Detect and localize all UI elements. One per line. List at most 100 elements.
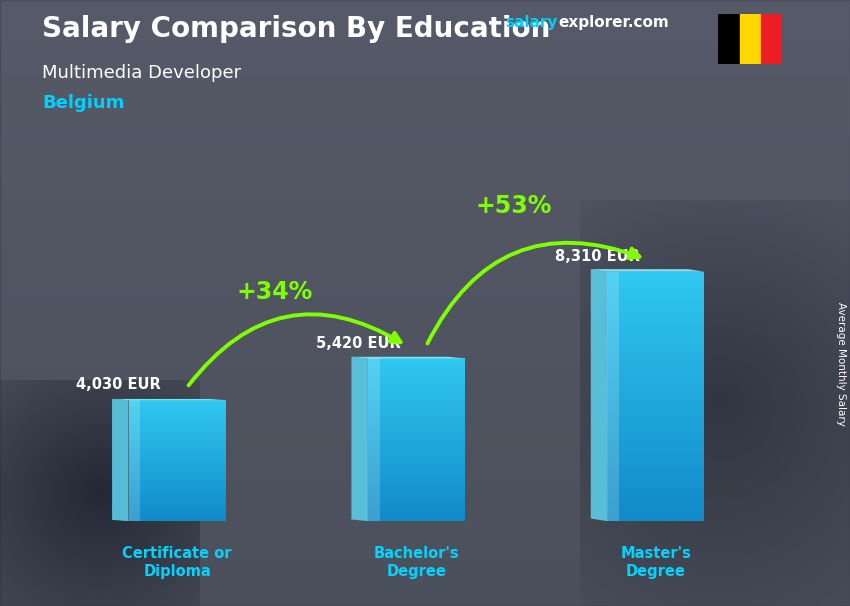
Bar [128, 512, 226, 514]
Bar [607, 297, 705, 300]
Bar [368, 377, 465, 379]
Bar [607, 334, 705, 337]
Bar [128, 412, 226, 414]
Bar [368, 481, 465, 482]
Bar [368, 436, 465, 438]
Bar [607, 344, 705, 347]
Bar [128, 450, 226, 451]
Bar [128, 520, 226, 521]
Bar [128, 488, 226, 490]
Bar [368, 389, 465, 391]
Bar [128, 441, 226, 442]
Text: 4,030 EUR: 4,030 EUR [76, 378, 162, 392]
Bar [368, 403, 465, 405]
Bar [128, 414, 226, 415]
Text: Average Monthly Salary: Average Monthly Salary [836, 302, 846, 425]
Bar [128, 458, 226, 459]
Bar [128, 511, 226, 512]
Text: 8,310 EUR: 8,310 EUR [555, 249, 640, 264]
Bar [128, 448, 226, 450]
Bar [607, 499, 705, 502]
Bar [607, 306, 705, 309]
Bar [368, 464, 465, 466]
Bar [607, 459, 705, 462]
Bar [128, 438, 226, 439]
Bar [368, 425, 465, 428]
Bar [368, 491, 465, 493]
Bar [368, 434, 465, 436]
Bar [368, 413, 465, 416]
Bar [607, 418, 705, 421]
Bar [607, 319, 705, 322]
Bar [368, 383, 465, 385]
Bar [607, 300, 705, 303]
Bar [607, 315, 705, 319]
Bar [607, 293, 705, 297]
Bar [607, 362, 705, 365]
Bar [607, 287, 705, 290]
Bar [607, 412, 705, 415]
Bar [607, 409, 705, 412]
Bar [128, 429, 226, 430]
Bar [607, 462, 705, 465]
Bar [128, 453, 226, 454]
Bar [607, 447, 705, 450]
Bar [368, 494, 465, 497]
Bar [607, 434, 705, 437]
Bar [368, 442, 465, 444]
Bar [607, 493, 705, 496]
Bar [368, 456, 465, 458]
Bar [128, 506, 226, 508]
Bar [607, 508, 705, 512]
Bar [607, 456, 705, 459]
Bar [368, 391, 465, 393]
Bar [128, 464, 226, 465]
Bar [607, 275, 705, 278]
Bar [128, 465, 226, 467]
Bar [128, 470, 226, 471]
Bar [128, 508, 226, 509]
Bar [607, 403, 705, 406]
Bar [607, 484, 705, 487]
Bar [368, 511, 465, 513]
Bar [607, 406, 705, 409]
Bar [128, 400, 226, 402]
Text: Belgium: Belgium [42, 94, 125, 112]
Bar [128, 417, 226, 418]
Bar [368, 385, 465, 387]
Bar [128, 462, 226, 464]
Bar [368, 373, 465, 375]
Bar [368, 448, 465, 450]
Bar [607, 328, 705, 331]
Bar [607, 440, 705, 443]
Bar [128, 418, 226, 420]
Bar [368, 397, 465, 399]
Polygon shape [112, 399, 128, 521]
Bar [368, 361, 465, 362]
Bar [128, 485, 226, 487]
Bar [128, 476, 226, 478]
Bar [128, 451, 226, 453]
Bar [368, 517, 465, 519]
Bar [368, 452, 465, 454]
Bar [368, 407, 465, 409]
Bar [128, 473, 226, 474]
Bar [128, 482, 226, 484]
Text: +34%: +34% [236, 281, 313, 304]
Bar [128, 500, 226, 502]
Bar [607, 468, 705, 471]
Text: Master's
Degree: Master's Degree [620, 547, 691, 579]
Bar [368, 418, 465, 419]
Bar [368, 409, 465, 411]
Bar [368, 430, 465, 431]
Bar [128, 421, 226, 423]
Bar [128, 467, 226, 468]
Bar [368, 519, 465, 521]
Bar [607, 518, 705, 521]
Bar [607, 353, 705, 356]
Bar [128, 415, 226, 417]
Polygon shape [112, 399, 226, 400]
Bar [128, 445, 226, 447]
Bar [368, 499, 465, 501]
Bar [368, 359, 465, 361]
